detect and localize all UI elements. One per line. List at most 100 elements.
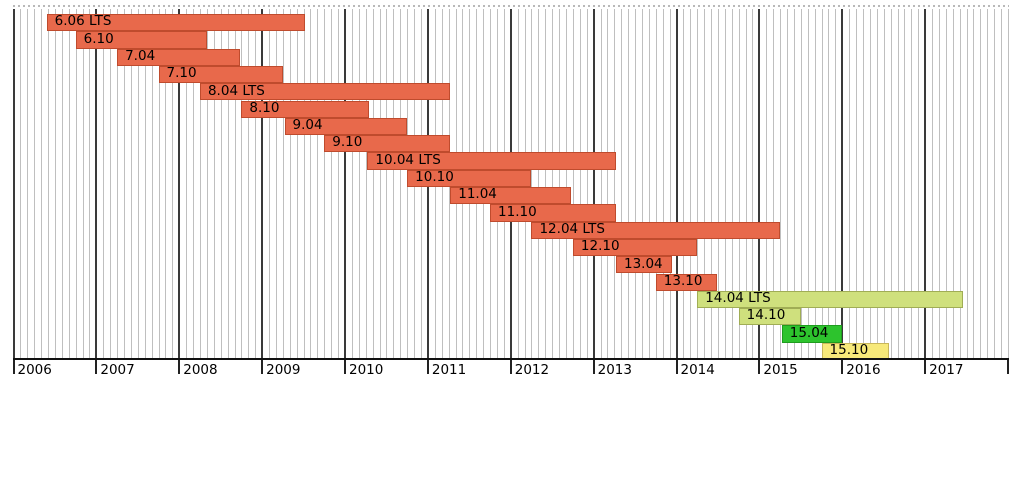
gridline-month [835,9,837,359]
version-bar-10-10: 10.10 [407,169,532,187]
gridline-month [766,9,768,359]
gridline-month [545,9,547,359]
gridline-month [945,9,947,359]
gridline-month [932,9,934,359]
version-bar-label: 6.06 LTS [54,13,112,30]
plot-top-dotted-border [13,5,1009,7]
gridline-month [849,9,851,359]
gridline-month [662,9,664,359]
version-bar-14-10: 14.10 [738,308,801,326]
gridline-month [711,9,713,359]
gridline-month [324,9,326,359]
version-bar-15-04: 15.04 [781,324,843,343]
gridline-month [586,9,588,359]
gridline-month [531,9,533,359]
gridline-month [234,9,236,359]
gridline-month [89,9,91,359]
gridline-month [365,9,367,359]
year-label: 2007 [100,362,135,378]
year-label: 2006 [17,362,52,378]
gridline-year [758,9,761,359]
gridline-month [572,9,574,359]
gridline-month [103,9,105,359]
version-bar-14-04-lts: 14.04 LTS [697,290,964,309]
gridline-month [600,9,602,359]
gridline-month [351,9,353,359]
version-bar-6-06-lts: 6.06 LTS [46,13,306,32]
gridline-month [538,9,540,359]
gridline-month [20,9,22,359]
gridline-year [12,9,15,359]
gridline-month [199,9,201,359]
gridline-month [579,9,581,359]
version-bar-label: 7.04 [125,47,156,64]
year-tick [95,360,98,374]
gridline-month [275,9,277,359]
gridline-month [800,9,802,359]
gridline-month [137,9,139,359]
gridline-year [592,9,595,359]
gridline-month [787,9,788,359]
year-tick [178,360,181,374]
gridline-month [27,9,29,359]
gridline-month [655,9,657,359]
version-bar-label: 13.04 [624,255,663,272]
version-bar-label: 11.04 [458,186,497,203]
x-axis-line [13,358,1009,360]
year-tick [12,360,15,374]
year-tick [924,360,927,374]
version-bar-11-04: 11.04 [450,186,572,205]
gridline-year [675,9,678,359]
version-bar-12-10: 12.10 [572,238,698,257]
gridline-month [54,9,56,359]
version-bar-8-04-lts: 8.04 LTS [199,83,451,101]
gridline-month [386,9,388,359]
gridline-month [607,9,609,359]
gridline-month [973,9,975,359]
year-label: 2008 [183,362,218,378]
year-label: 2017 [929,362,964,378]
year-label: 2016 [846,362,881,378]
gridline-month [41,9,43,359]
gridline-month [621,9,623,359]
year-tick [426,360,429,374]
gridline-month [904,9,906,359]
gridline-month [552,9,554,359]
gridline-month [269,9,271,359]
gridline-month [966,9,968,359]
gridline-month [379,9,381,359]
gridline-month [213,9,215,359]
year-label: 2011 [431,362,467,378]
gridline-month [807,9,809,359]
version-bar-9-04: 9.04 [284,117,408,136]
gridline-year [261,9,264,359]
gridline-month [697,9,699,359]
gridline-year [344,9,346,359]
gridline-month [897,9,899,359]
gridline-month [186,9,188,359]
gridline-year [924,9,927,359]
gridline-month [1001,9,1003,359]
gridline-year [841,9,844,359]
version-bar-12-04-lts: 12.04 LTS [531,220,781,239]
gridline-month [124,9,125,359]
gridline-month [393,9,395,359]
gridline-month [158,9,160,359]
year-tick [509,360,512,374]
year-tick [344,360,346,374]
gridline-month [856,9,858,359]
year-label: 2013 [597,362,632,378]
version-bar-label: 15.04 [789,324,829,341]
year-label: 2012 [514,362,550,378]
version-bar-13-10: 13.10 [655,273,718,291]
year-tick [592,360,595,374]
version-bar-label: 6.10 [83,30,114,47]
gridline-month [193,9,195,359]
gridline-month [358,9,360,359]
gridline-year [178,9,181,359]
year-label: 2015 [763,362,798,378]
version-bar-label: 12.04 LTS [539,220,605,237]
year-tick [261,360,264,374]
gridline-month [876,9,878,359]
gridline-month [724,9,726,359]
